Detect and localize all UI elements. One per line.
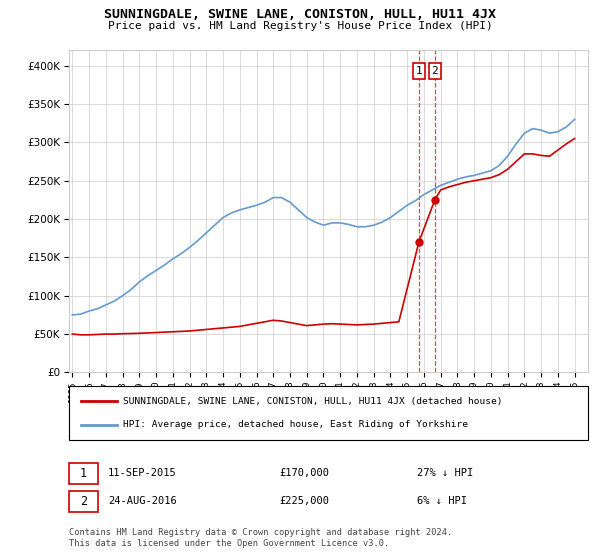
Text: £170,000: £170,000 (279, 468, 329, 478)
Text: Price paid vs. HM Land Registry's House Price Index (HPI): Price paid vs. HM Land Registry's House … (107, 21, 493, 31)
Text: Contains HM Land Registry data © Crown copyright and database right 2024.
This d: Contains HM Land Registry data © Crown c… (69, 528, 452, 548)
Text: £225,000: £225,000 (279, 496, 329, 506)
Text: 2: 2 (431, 66, 438, 76)
Text: 1: 1 (80, 466, 87, 480)
Text: 24-AUG-2016: 24-AUG-2016 (108, 496, 177, 506)
Text: HPI: Average price, detached house, East Riding of Yorkshire: HPI: Average price, detached house, East… (123, 420, 468, 429)
Text: 11-SEP-2015: 11-SEP-2015 (108, 468, 177, 478)
Text: 2: 2 (80, 494, 87, 508)
Text: SUNNINGDALE, SWINE LANE, CONISTON, HULL, HU11 4JX: SUNNINGDALE, SWINE LANE, CONISTON, HULL,… (104, 8, 496, 21)
Text: 27% ↓ HPI: 27% ↓ HPI (417, 468, 473, 478)
Text: SUNNINGDALE, SWINE LANE, CONISTON, HULL, HU11 4JX (detached house): SUNNINGDALE, SWINE LANE, CONISTON, HULL,… (123, 397, 503, 406)
Text: 6% ↓ HPI: 6% ↓ HPI (417, 496, 467, 506)
Text: 1: 1 (416, 66, 422, 76)
